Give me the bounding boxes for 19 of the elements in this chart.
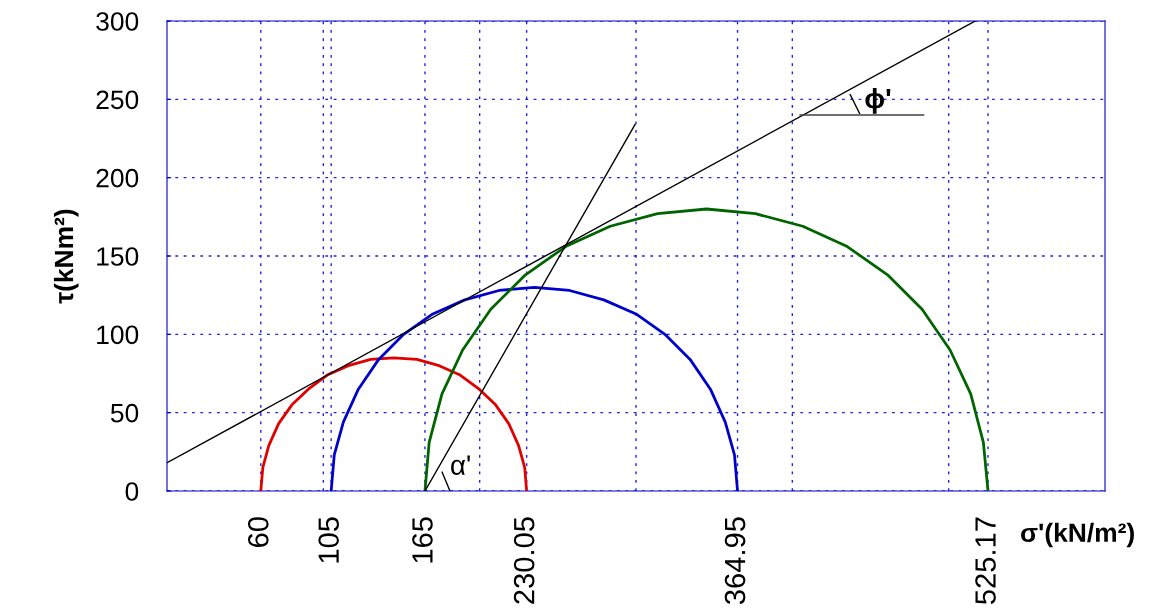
annotation: ϕ' xyxy=(865,87,891,114)
y-tick-label: 250 xyxy=(96,90,139,110)
x-tick-label: 525.17 xyxy=(975,517,996,605)
annotation: α' xyxy=(451,455,470,475)
y-tick-label: 200 xyxy=(96,168,139,188)
y-axis-title: τ(kNm²) xyxy=(53,209,79,304)
y-tick-label: 150 xyxy=(97,247,139,266)
y-tick-label: 300 xyxy=(96,12,139,31)
line-series xyxy=(423,207,990,491)
x-axis-title: σ'(kN/m²) xyxy=(1021,522,1134,548)
x-tick-label: 364.95 xyxy=(724,517,746,605)
line-series xyxy=(259,356,529,491)
x-tick-label: 165 xyxy=(412,517,433,563)
y-tick-label: 100 xyxy=(97,325,139,345)
x-tick-label: 105 xyxy=(318,517,339,563)
x-tick-label: 60 xyxy=(247,517,269,547)
x-tick-label: 230.05 xyxy=(513,517,535,604)
y-tick-label: 0 xyxy=(125,482,139,501)
y-tick-label: 50 xyxy=(110,403,139,423)
